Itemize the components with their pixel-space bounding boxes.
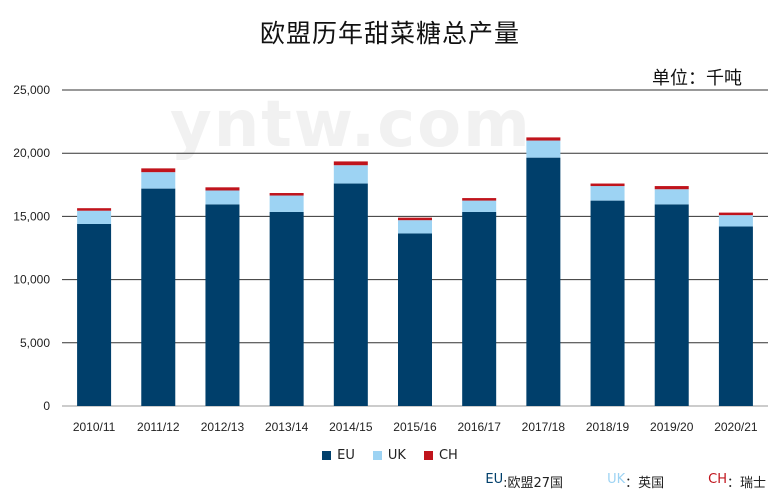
bar-eu [205, 204, 240, 406]
bar-uk [333, 165, 368, 184]
abbreviation-notes: EU :欧盟27国 UK ：英国 CH ：瑞士 [485, 472, 766, 491]
note-ch-desc: ：瑞士 [726, 476, 766, 491]
bar-uk [141, 172, 176, 189]
x-tick-label: 2017/18 [522, 420, 566, 434]
bar-uk [77, 210, 112, 224]
legend-label-ch: CH [438, 448, 458, 463]
y-tick-label: 25,000 [13, 83, 50, 97]
bar-ch [654, 186, 689, 190]
bar-eu [333, 183, 368, 406]
bar-eu [590, 200, 625, 406]
y-tick-labels: 25,000 20,000 15,000 10,000 5,000 0 [13, 83, 50, 413]
note-uk-code: UK [607, 472, 626, 487]
legend-label-uk: UK [387, 448, 406, 463]
bar-uk [590, 186, 625, 201]
bar-ch [462, 198, 497, 201]
note-eu-code: EU [485, 472, 504, 487]
y-tick-label: 20,000 [13, 146, 50, 160]
bar-eu [398, 233, 432, 406]
bar-uk [654, 189, 689, 205]
legend: EU UK CH [0, 448, 780, 463]
note-uk-desc: ：英国 [625, 476, 665, 491]
bar-eu [77, 223, 112, 406]
bar-eu [269, 211, 304, 406]
legend-swatch-uk [372, 451, 382, 460]
x-tick-label: 2013/14 [265, 420, 309, 434]
bar-ch [333, 161, 368, 166]
legend-swatch-ch [423, 451, 433, 460]
bar-ch [77, 208, 112, 211]
bar-eu [718, 226, 753, 406]
note-uk: UK ：英国 [607, 472, 664, 491]
bar-eu [141, 188, 176, 406]
y-tick-label: 10,000 [13, 273, 50, 287]
bars [77, 137, 753, 406]
bar-eu [526, 157, 561, 406]
y-tick-label: 5,000 [20, 336, 50, 350]
watermark: yntw.com [170, 88, 532, 162]
bar-uk [205, 190, 240, 205]
bar-eu [462, 211, 497, 406]
bar-uk [526, 140, 561, 158]
x-tick-label: 2015/16 [393, 420, 437, 434]
bar-uk [398, 220, 432, 234]
x-tick-label: 2011/12 [137, 420, 180, 434]
note-eu-desc: :欧盟27国 [503, 476, 564, 491]
bar-ch [526, 137, 561, 141]
bar-ch [269, 193, 304, 196]
y-tick-label: 15,000 [13, 209, 50, 223]
legend-item-eu: EU [322, 448, 355, 463]
x-tick-label: 2020/21 [714, 420, 758, 434]
note-ch-code: CH [708, 472, 727, 487]
x-tick-label: 2010/11 [73, 420, 116, 434]
x-tick-label: 2014/15 [329, 420, 373, 434]
bar-ch [205, 187, 240, 191]
x-tick-label: 2012/13 [201, 420, 245, 434]
bar-ch [141, 168, 176, 173]
bar-ch [718, 212, 753, 216]
note-ch: CH ：瑞士 [708, 472, 766, 491]
legend-label-eu: EU [337, 448, 355, 463]
y-tick-label: 0 [43, 399, 50, 413]
legend-item-ch: CH [423, 448, 458, 463]
bar-uk [718, 215, 753, 227]
chart-title: 欧盟历年甜菜糖总产量 [259, 19, 520, 48]
x-tick-label: 2018/19 [586, 420, 630, 434]
legend-item-uk: UK [372, 448, 406, 463]
legend-swatch-eu [322, 451, 332, 460]
bar-uk [462, 200, 497, 212]
bar-ch [590, 183, 625, 187]
note-eu: EU :欧盟27国 [485, 472, 563, 491]
bar-ch [398, 217, 432, 221]
bar-eu [654, 204, 689, 406]
x-tick-labels: 2010/11 2011/12 2012/13 2013/14 2014/15 2015/… [73, 420, 758, 434]
x-tick-label: 2016/17 [457, 420, 501, 434]
unit-label: 单位：千吨 [652, 68, 742, 89]
x-tick-label: 2019/20 [650, 420, 694, 434]
bar-uk [269, 195, 304, 212]
